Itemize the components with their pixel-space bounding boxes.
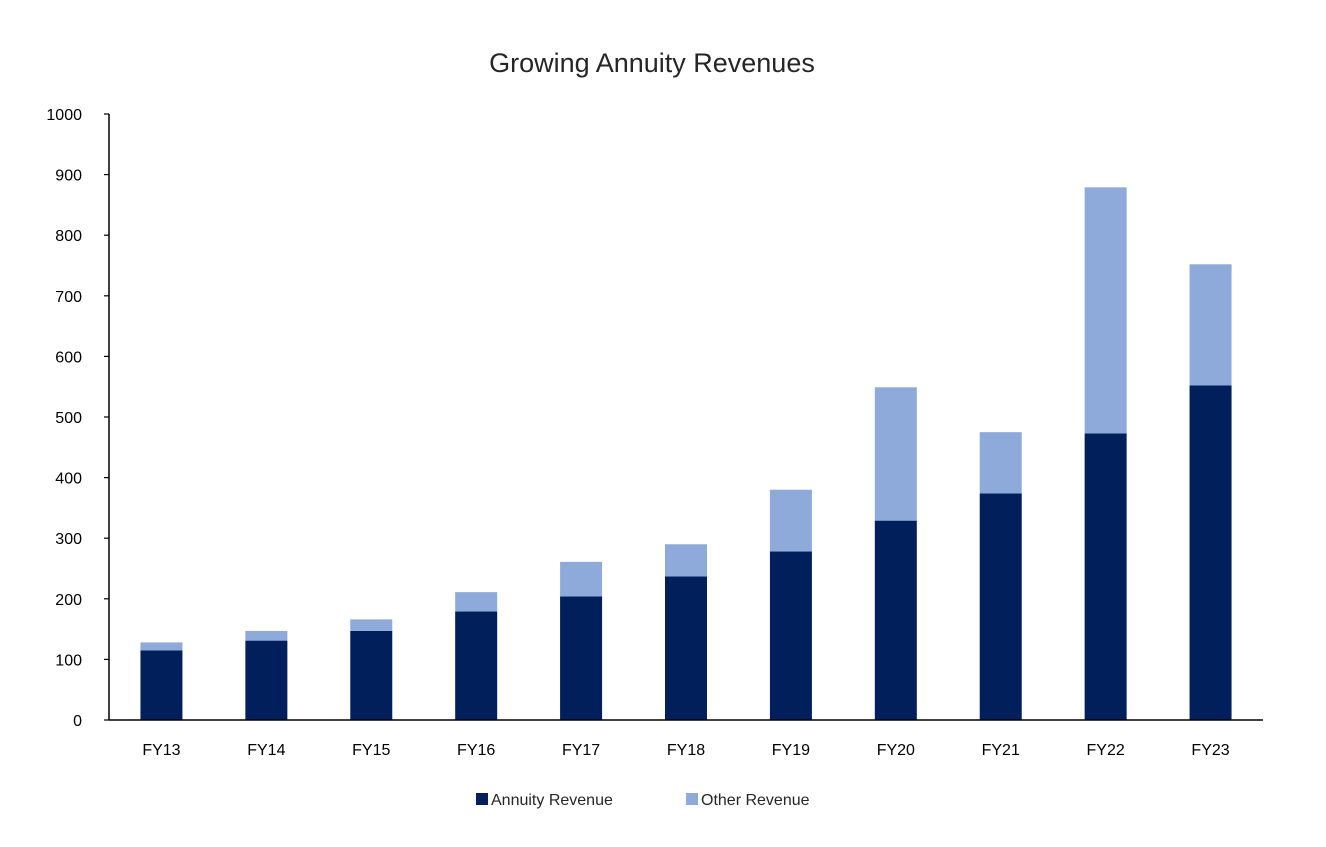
y-tick-label: 900 bbox=[55, 168, 82, 185]
x-tick-label: FY18 bbox=[667, 742, 705, 759]
y-tick-label: 600 bbox=[55, 349, 82, 366]
x-tick-label: FY13 bbox=[142, 742, 180, 759]
y-tick-label: 800 bbox=[55, 228, 82, 245]
bar-annuity-fy17 bbox=[560, 596, 603, 720]
legend: Annuity Revenue Other Revenue bbox=[476, 792, 810, 809]
bar-other-fy17 bbox=[560, 561, 603, 597]
x-tick-label: FY22 bbox=[1087, 742, 1125, 759]
x-tick-label: FY19 bbox=[772, 742, 810, 759]
bar-annuity-fy20 bbox=[874, 520, 917, 720]
legend-swatch-annuity bbox=[476, 793, 488, 805]
y-tick-label: 200 bbox=[55, 592, 82, 609]
y-tick-label: 1000 bbox=[46, 107, 82, 124]
y-tick-label: 700 bbox=[55, 289, 82, 306]
legend-label-other: Other Revenue bbox=[701, 792, 810, 809]
bar-other-fy18 bbox=[665, 544, 707, 577]
x-tick-label: FY23 bbox=[1191, 742, 1229, 759]
bar-annuity-fy19 bbox=[769, 551, 812, 720]
bar-annuity-fy18 bbox=[665, 576, 707, 720]
y-tick-label: 100 bbox=[55, 652, 82, 669]
bar-other-fy21 bbox=[979, 432, 1022, 494]
bar-other-fy22 bbox=[1084, 187, 1127, 434]
bar-annuity-fy23 bbox=[1189, 385, 1232, 720]
bar-other-fy20 bbox=[874, 387, 917, 521]
bar-annuity-fy15 bbox=[350, 630, 393, 720]
bar-annuity-fy16 bbox=[455, 611, 498, 720]
bar-annuity-fy21 bbox=[979, 493, 1022, 720]
y-tick-label: 400 bbox=[55, 471, 82, 488]
y-tick-label: 300 bbox=[55, 531, 82, 548]
x-tick-label: FY20 bbox=[877, 742, 915, 759]
axes-layer: FY13 FY14 FY15 FY16 FY17 FY18 FY19 FY20 FY21 FY22… bbox=[46, 107, 1263, 759]
x-tick-label: FY17 bbox=[562, 742, 600, 759]
y-tick-label: 500 bbox=[55, 410, 82, 427]
bar-other-fy16 bbox=[455, 592, 498, 612]
x-tick-label: FY15 bbox=[352, 742, 390, 759]
bar-other-fy15 bbox=[350, 619, 393, 631]
bar-other-fy13 bbox=[140, 642, 183, 651]
chart-title: Growing Annuity Revenues bbox=[489, 48, 815, 78]
bars-layer bbox=[140, 187, 1232, 720]
bar-annuity-fy13 bbox=[140, 650, 183, 720]
bar-annuity-fy22 bbox=[1084, 433, 1127, 720]
y-tick-label: 0 bbox=[73, 713, 82, 730]
x-tick-label: FY14 bbox=[247, 742, 285, 759]
legend-swatch-other bbox=[686, 793, 698, 805]
bar-other-fy23 bbox=[1189, 264, 1232, 386]
x-tick-label: FY16 bbox=[457, 742, 495, 759]
bar-annuity-fy14 bbox=[245, 640, 288, 720]
x-tick-label: FY21 bbox=[982, 742, 1020, 759]
bar-other-fy19 bbox=[769, 489, 812, 552]
legend-label-annuity: Annuity Revenue bbox=[491, 792, 613, 809]
bar-other-fy14 bbox=[245, 630, 288, 641]
